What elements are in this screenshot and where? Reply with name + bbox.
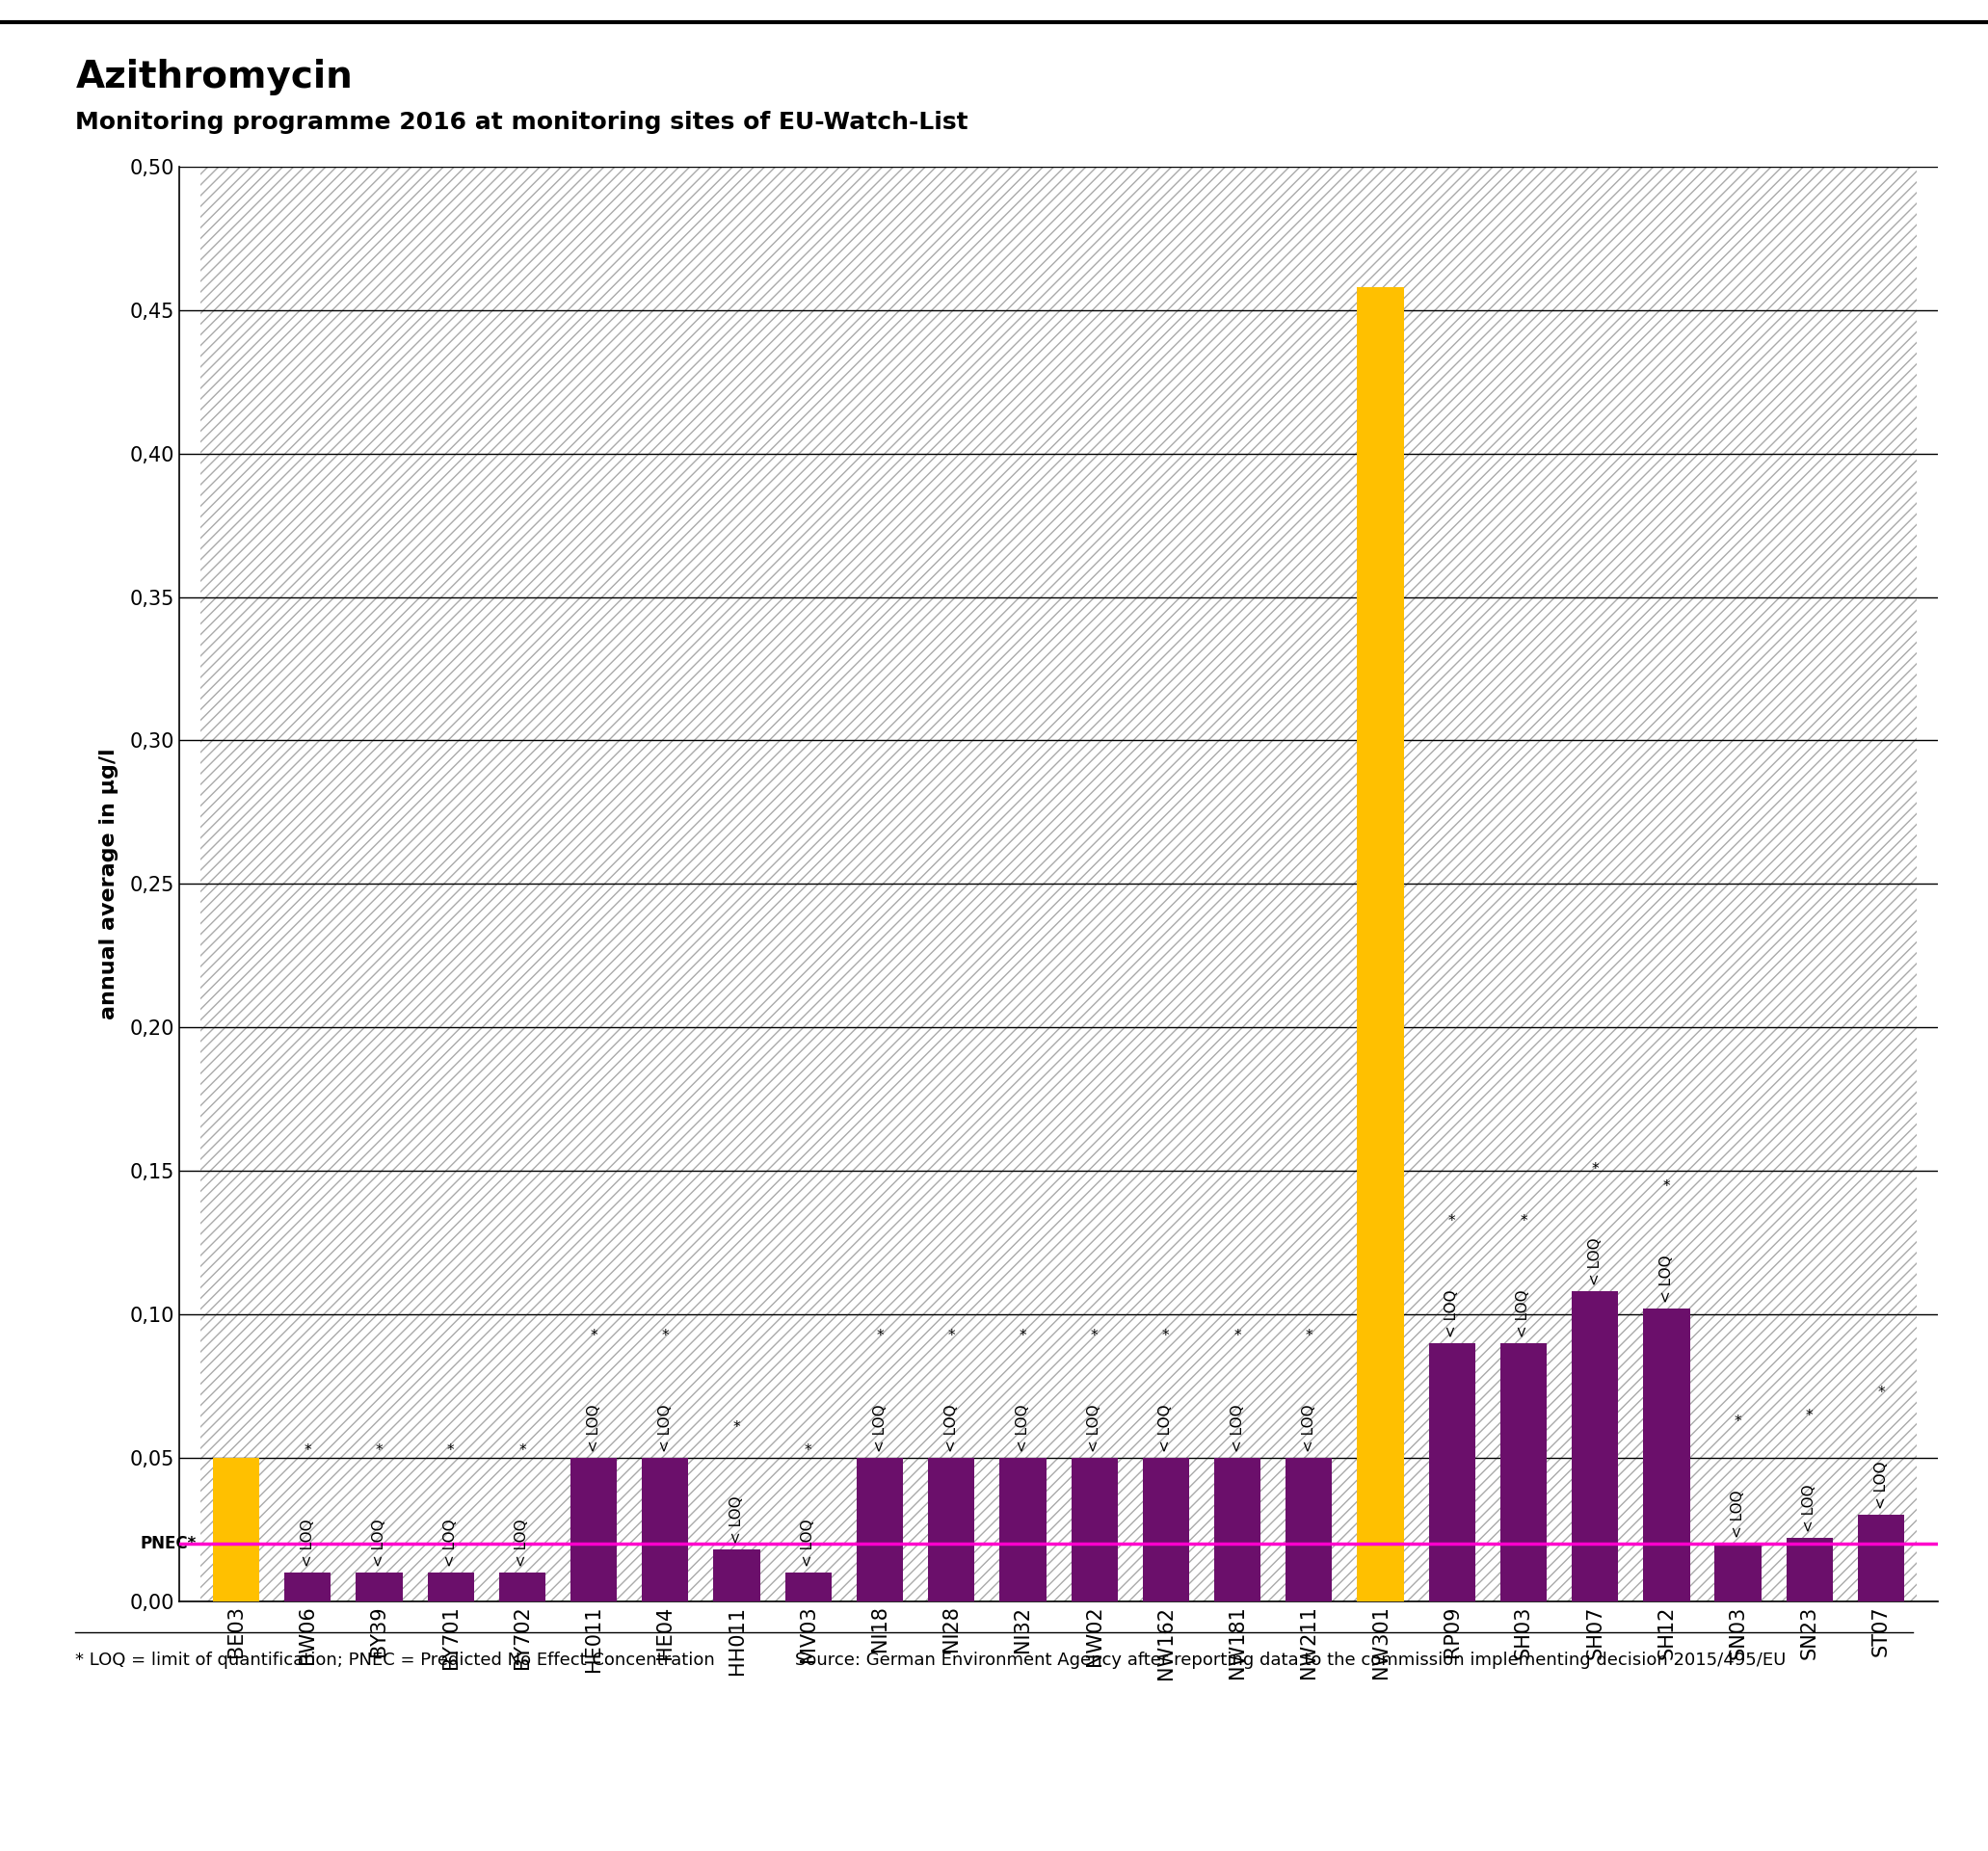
Text: *: * (1805, 1409, 1813, 1423)
Text: *: * (877, 1329, 883, 1344)
Text: < LOQ: < LOQ (1875, 1462, 1889, 1509)
Text: < LOQ: < LOQ (1087, 1405, 1101, 1451)
Text: < LOQ: < LOQ (1803, 1485, 1817, 1533)
Bar (1501, 1344, 1547, 1601)
Text: < LOQ: < LOQ (1302, 1405, 1316, 1451)
Bar (213, 1459, 258, 1601)
Text: *: * (805, 1444, 811, 1459)
Bar (1644, 1309, 1690, 1601)
Text: *: * (590, 1329, 598, 1344)
Text: PNEC*: PNEC* (141, 1534, 197, 1553)
Bar (1859, 1514, 1905, 1601)
Bar (356, 1571, 402, 1601)
Text: < LOQ: < LOQ (515, 1520, 529, 1566)
Text: *: * (1306, 1329, 1312, 1344)
Bar (642, 1459, 688, 1601)
Text: < LOQ: < LOQ (1159, 1405, 1173, 1451)
Text: < LOQ: < LOQ (372, 1520, 386, 1566)
Text: < LOQ: < LOQ (1231, 1405, 1244, 1451)
Text: < LOQ: < LOQ (586, 1405, 600, 1451)
Bar (1215, 1459, 1260, 1601)
Text: < LOQ: < LOQ (1732, 1490, 1745, 1538)
Text: *: * (519, 1444, 527, 1459)
Bar (714, 1549, 759, 1601)
Text: *: * (1519, 1214, 1527, 1229)
Text: < LOQ: < LOQ (730, 1496, 744, 1544)
Text: < LOQ: < LOQ (1517, 1290, 1531, 1336)
Text: *: * (1662, 1179, 1670, 1194)
Text: < LOQ: < LOQ (658, 1405, 672, 1451)
Text: < LOQ: < LOQ (443, 1520, 457, 1566)
Bar (284, 1571, 330, 1601)
Bar (1000, 1459, 1046, 1601)
Bar (1787, 1538, 1833, 1601)
Bar (571, 1459, 616, 1601)
Bar (1429, 1344, 1475, 1601)
Text: *: * (1020, 1329, 1026, 1344)
Bar (1286, 1459, 1332, 1601)
Text: Monitoring programme 2016 at monitoring sites of EU-Watch-List: Monitoring programme 2016 at monitoring … (76, 111, 968, 133)
Text: *: * (1091, 1329, 1097, 1344)
Text: < LOQ: < LOQ (801, 1520, 815, 1566)
Text: *: * (662, 1329, 668, 1344)
Y-axis label: annual average in µg/l: annual average in µg/l (99, 748, 119, 1020)
Bar (928, 1459, 974, 1601)
Text: Source: German Environment Agency after reporting data to the commission impleme: Source: German Environment Agency after … (795, 1651, 1785, 1668)
Bar (1358, 287, 1404, 1601)
Text: *: * (1734, 1414, 1741, 1429)
Text: *: * (1449, 1214, 1455, 1229)
Bar (1143, 1459, 1189, 1601)
Text: *: * (1877, 1386, 1885, 1399)
Text: < LOQ: < LOQ (944, 1405, 958, 1451)
Text: *: * (447, 1444, 455, 1459)
Text: < LOQ: < LOQ (1660, 1255, 1674, 1303)
Text: < LOQ: < LOQ (1445, 1290, 1459, 1336)
Bar (1072, 1459, 1117, 1601)
Text: *: * (376, 1444, 384, 1459)
Text: Azithromycin: Azithromycin (76, 59, 352, 96)
Text: *: * (304, 1444, 312, 1459)
Bar (1716, 1544, 1761, 1601)
Bar (499, 1571, 545, 1601)
Bar (427, 1571, 473, 1601)
Bar (857, 1459, 903, 1601)
Text: < LOQ: < LOQ (873, 1405, 887, 1451)
Bar (1573, 1292, 1618, 1601)
Text: < LOQ: < LOQ (1016, 1405, 1030, 1451)
Text: < LOQ: < LOQ (300, 1520, 314, 1566)
Bar (785, 1571, 831, 1601)
Text: *: * (1235, 1329, 1241, 1344)
Text: *: * (948, 1329, 954, 1344)
Text: *: * (1590, 1162, 1598, 1177)
Text: *: * (1163, 1329, 1169, 1344)
Text: *: * (734, 1420, 740, 1435)
Text: < LOQ: < LOQ (1588, 1238, 1602, 1285)
Text: * LOQ = limit of quantification; PNEC = Predicted No Effect Concentration: * LOQ = limit of quantification; PNEC = … (76, 1651, 716, 1668)
